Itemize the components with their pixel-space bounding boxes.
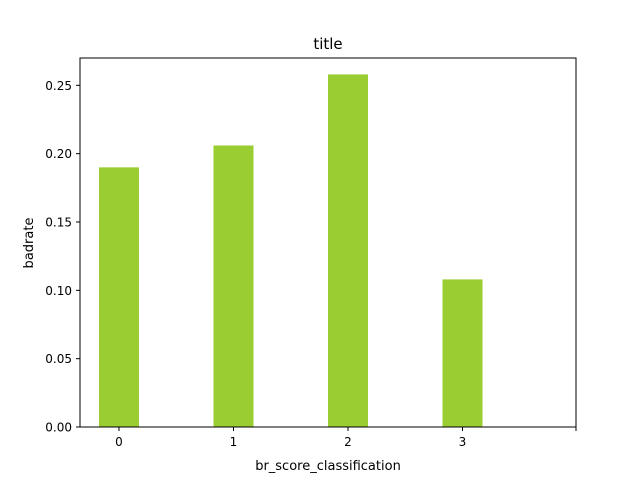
y-tick-label: 0.10 xyxy=(45,284,72,298)
x-axis: 0 1 2 3 xyxy=(115,427,577,449)
x-axis-label: br_score_classification xyxy=(255,459,401,474)
x-tick-label: 3 xyxy=(459,435,467,449)
chart-title: title xyxy=(313,35,342,53)
bar-2 xyxy=(328,74,368,428)
y-tick-label: 0.00 xyxy=(45,421,72,435)
bar-3 xyxy=(442,279,483,427)
x-tick-label: 0 xyxy=(115,435,123,449)
y-tick-label: 0.05 xyxy=(45,352,72,366)
x-tick-label: 2 xyxy=(344,435,352,449)
bar-1 xyxy=(213,145,254,427)
y-axis: 0.00 0.05 0.10 0.15 0.20 0.25 xyxy=(45,79,80,435)
y-tick-label: 0.25 xyxy=(45,79,72,93)
x-tick-label: 1 xyxy=(230,435,238,449)
plot-frame xyxy=(79,57,577,428)
bars-group xyxy=(99,74,483,428)
y-axis-label: badrate xyxy=(22,218,37,269)
bar-0 xyxy=(99,167,139,428)
y-tick-label: 0.15 xyxy=(45,216,72,230)
y-tick-label: 0.20 xyxy=(45,147,72,161)
